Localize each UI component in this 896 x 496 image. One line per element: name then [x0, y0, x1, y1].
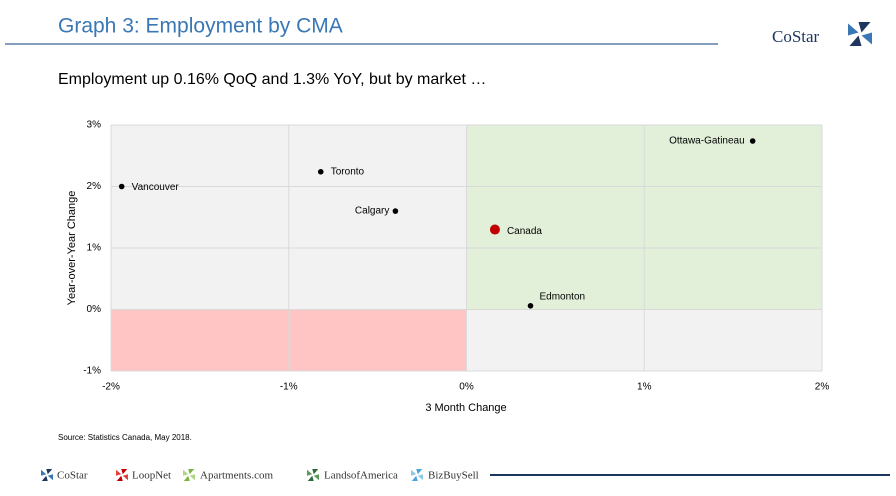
brand-icon — [411, 469, 423, 481]
point — [317, 168, 324, 175]
icon-part — [122, 474, 128, 481]
point — [527, 303, 534, 309]
icon-part — [183, 475, 190, 481]
y-axis-label: Year-over-Year Change — [66, 191, 78, 306]
logo-text: CoStar — [772, 27, 820, 46]
icon-part — [411, 475, 418, 481]
subtitle: Employment up 0.16% QoQ and 1.3% YoY, bu… — [58, 71, 486, 88]
point-label: Ottawa-Gatineau — [669, 136, 745, 147]
icon-part — [307, 475, 314, 481]
icon-part — [848, 23, 859, 36]
brand-icon — [41, 469, 53, 481]
brand-name: LoopNet — [132, 470, 171, 482]
brand-icon — [183, 469, 195, 481]
point-label: Calgary — [355, 206, 389, 217]
icon-part — [313, 474, 319, 481]
brand-icon — [116, 469, 128, 481]
icon-part — [41, 475, 48, 481]
icon-part — [46, 469, 53, 475]
point — [118, 183, 125, 190]
icon-part — [861, 32, 872, 45]
y-tick-label: 0% — [87, 304, 102, 315]
point-label: Edmonton — [539, 291, 585, 302]
x-tick-label: 1% — [637, 382, 652, 393]
y-tick-label: 3% — [87, 120, 102, 131]
icon-part — [116, 469, 122, 476]
icon-part — [416, 469, 423, 475]
icon-part — [307, 469, 313, 476]
icon-part — [41, 469, 47, 476]
x-axis-label: 3 Month Change — [425, 402, 506, 414]
point — [489, 224, 500, 235]
icon-part — [858, 22, 871, 33]
source: Source: Statistics Canada, May 2018. — [58, 433, 192, 442]
icon-part — [116, 475, 123, 481]
brand-icon — [307, 469, 319, 481]
icon-part — [189, 474, 195, 481]
brand-name: BizBuySell — [428, 470, 479, 482]
x-tick-label: -1% — [280, 382, 298, 393]
icon-part — [312, 469, 319, 475]
icon-part — [417, 474, 423, 481]
x-tick-label: 0% — [459, 382, 474, 393]
point — [749, 138, 756, 144]
point-label: Canada — [507, 226, 542, 237]
brand-name: Apartments.com — [200, 470, 273, 482]
icon-part — [121, 469, 128, 475]
icon-part — [188, 469, 195, 475]
brand-name: LandsofAmerica — [324, 470, 398, 482]
icon-part — [183, 469, 189, 476]
title: Graph 3: Employment by CMA — [58, 15, 343, 38]
icon-part — [411, 469, 417, 476]
brand-name: CoStar — [57, 470, 88, 482]
icon-part — [849, 35, 862, 46]
icon-part — [47, 474, 53, 481]
point-label: Toronto — [331, 166, 365, 177]
x-tick-label: -2% — [102, 382, 120, 393]
point — [392, 208, 399, 214]
y-tick-label: 1% — [87, 243, 102, 254]
x-tick-label: 2% — [815, 382, 830, 393]
y-tick-label: -1% — [83, 366, 101, 377]
point-label: Vancouver — [132, 182, 180, 193]
y-tick-label: 2% — [87, 181, 102, 192]
brand-icon — [848, 22, 872, 46]
